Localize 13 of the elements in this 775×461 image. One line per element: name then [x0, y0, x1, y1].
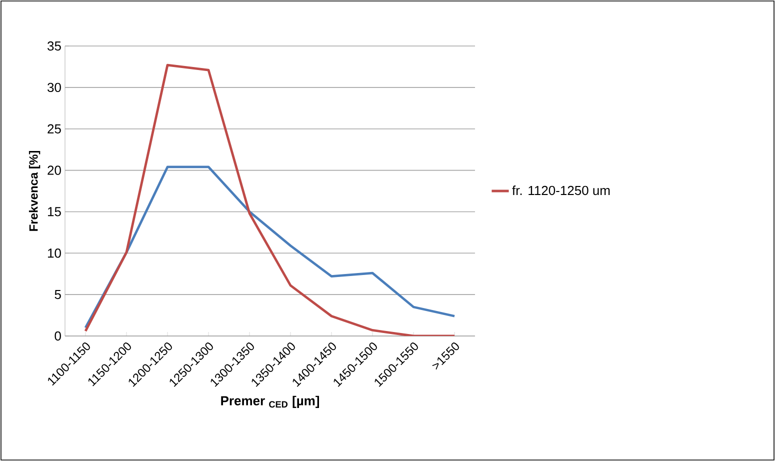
- y-tick-label: 0: [54, 331, 61, 341]
- y-tick-label: 15: [48, 207, 61, 216]
- y-tick-label: 5: [54, 290, 61, 300]
- y-tick-label: 10: [48, 248, 61, 258]
- y-tick-label: 35: [48, 41, 61, 51]
- y-tick-label: 25: [48, 124, 61, 134]
- y-axis-title: Frekvenca [%]: [28, 151, 40, 231]
- y-tick-label: 30: [48, 82, 61, 92]
- line-series: [84, 166, 456, 329]
- y-tick-label: 20: [48, 166, 61, 175]
- legend-label: fr. 1120-1250 um: [512, 186, 610, 196]
- line-series: [84, 64, 456, 336]
- x-axis-title: Premer $_{CED}$ [µm]: [221, 396, 320, 408]
